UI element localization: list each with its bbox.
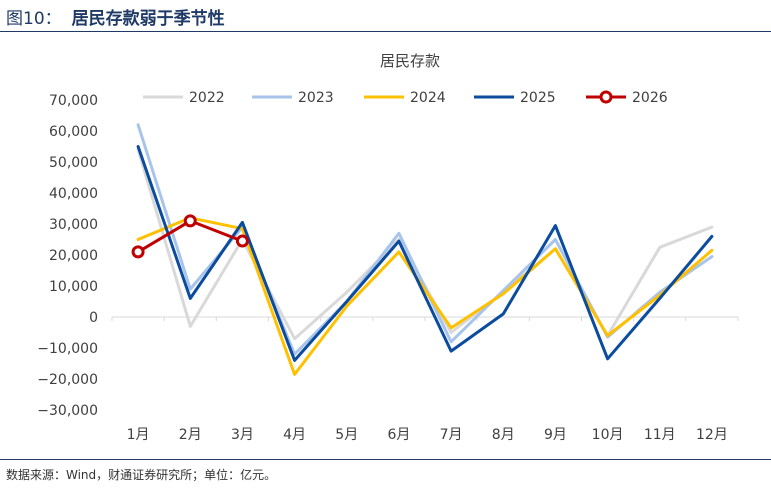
y-tick-label: 30,000 [49,217,98,233]
y-tick-label: 10,000 [49,279,98,295]
series-2022 [136,148,714,341]
x-tick-label: 10月 [592,427,624,443]
y-tick-label: 50,000 [49,155,98,171]
series-layer [131,123,714,376]
x-tick-label: 7月 [440,427,463,443]
legend-item-2022: 2022 [143,90,225,106]
footer-rule [0,459,771,460]
legend-item-2025: 2025 [474,90,556,106]
figure-number: 图10： [6,9,62,29]
legend-label: 2023 [298,90,334,106]
legend-label: 2025 [520,90,556,106]
legend-label: 2024 [410,90,446,106]
data-point-2026 [131,245,145,259]
figure-title: 居民存款弱于季节性 [71,9,225,29]
x-tick-label: 8月 [492,427,515,443]
legend-item-2026: 2026 [586,90,668,106]
y-axis: −30,000 −20,000 −10,000 0 10,000 20,000 30,000… [37,93,98,419]
y-tick-label: 60,000 [49,124,98,140]
series-line-2024 [136,216,714,376]
data-point-2026 [235,234,249,248]
y-tick-label: 0 [89,310,98,326]
data-point-2026 [183,214,197,228]
deposit-line-chart: 居民存款 2022 2023 2024 2025 2026 −30,000 −20,000… [37,52,739,443]
x-axis: 1月 2月 3月 4月 5月 6月 7月 8月 9月 10月 11月 12月 [111,316,739,443]
y-tick-label: −20,000 [37,372,98,388]
y-tick-label: 70,000 [49,93,98,109]
series-line-2022 [136,148,714,341]
x-tick-label: 3月 [231,427,254,443]
series-2026 [131,214,249,259]
series-2024 [136,216,714,376]
chart-legend: 2022 2023 2024 2025 2026 [143,90,668,106]
x-tick-label: 1月 [127,427,150,443]
header-rule [0,31,771,32]
x-tick-label: 12月 [696,427,728,443]
y-tick-label: 40,000 [49,186,98,202]
x-tick-label: 6月 [387,427,410,443]
x-tick-label: 4月 [283,427,306,443]
x-tick-label: 2月 [179,427,202,443]
y-tick-label: 20,000 [49,248,98,264]
x-tick-label: 5月 [335,427,358,443]
y-tick-label: −10,000 [37,341,98,357]
legend-item-2024: 2024 [364,90,446,106]
figure-source: 数据来源：Wind，财通证券研究所；单位：亿元。 [6,468,277,482]
legend-marker [599,90,613,104]
chart-title: 居民存款 [380,52,440,70]
y-tick-label: −30,000 [37,403,98,419]
series-line-2025 [136,145,714,362]
legend-label: 2026 [632,90,668,106]
figure-header: 图10： 居民存款弱于季节性 [6,4,225,29]
legend-item-2023: 2023 [252,90,334,106]
series-2025 [136,145,714,362]
legend-label: 2022 [189,90,225,106]
x-tick-label: 9月 [544,427,567,443]
x-tick-label: 11月 [644,427,676,443]
